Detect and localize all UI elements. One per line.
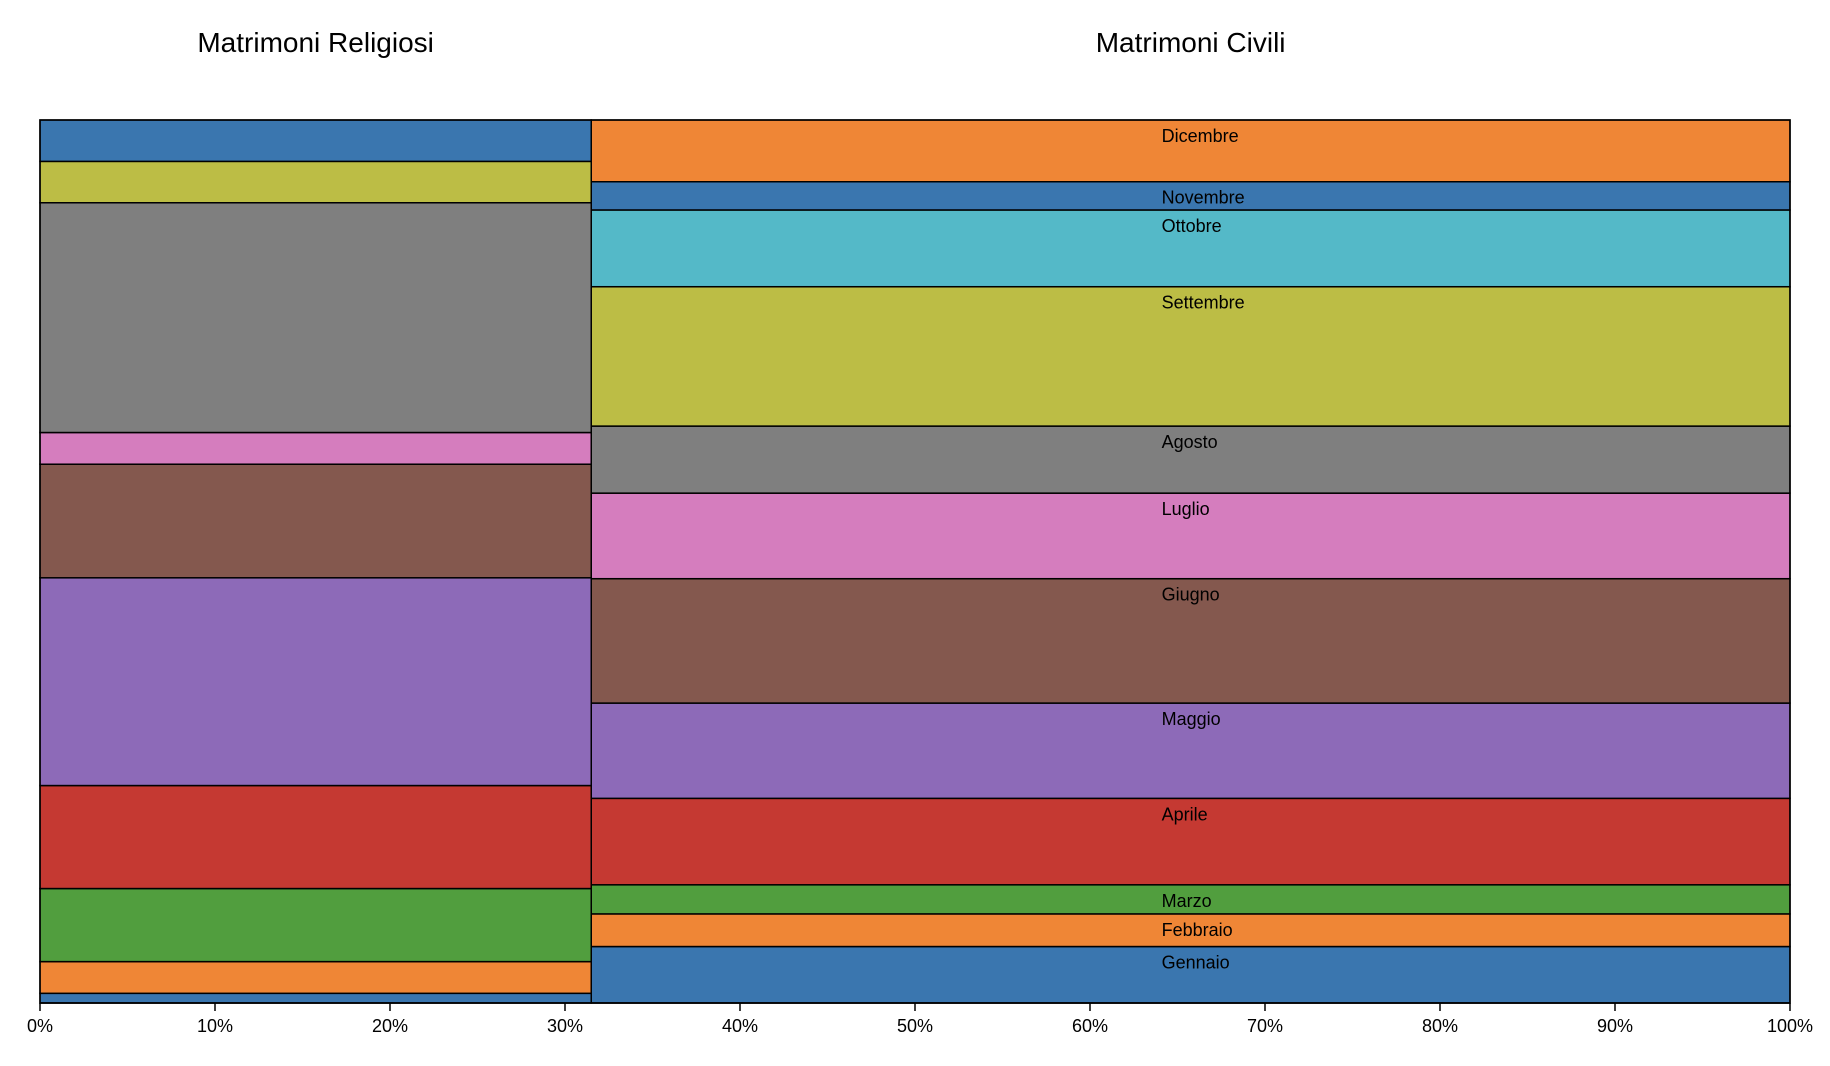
- matrimoni-civili-label-settembre: Settembre: [1162, 293, 1245, 313]
- matrimoni-civili-segment-ottobre: [590, 209, 1791, 288]
- x-tick-label: 0%: [27, 1016, 53, 1036]
- matrimoni-civili-label-marzo: Marzo: [1162, 891, 1212, 911]
- matrimoni-civili-label-agosto: Agosto: [1162, 432, 1218, 452]
- matrimoni-civili-segment-dicembre: [590, 119, 1791, 183]
- x-tick-label: 100%: [1767, 1016, 1813, 1036]
- matrimoni-civili-label-maggio: Maggio: [1162, 709, 1221, 729]
- matrimoni-civili-label-novembre: Novembre: [1162, 188, 1245, 208]
- x-tick-label: 30%: [547, 1016, 583, 1036]
- x-tick-label: 40%: [722, 1016, 758, 1036]
- matrimoni-civili-title: Matrimoni Civili: [1096, 27, 1286, 58]
- matrimoni-civili-segment-agosto: [590, 425, 1791, 494]
- x-tick-label: 10%: [197, 1016, 233, 1036]
- matrimoni-religiosi-segment-agosto: [39, 202, 592, 434]
- matrimoni-religiosi-segment-giugno: [39, 463, 592, 579]
- matrimoni-civili-segment-settembre: [590, 285, 1791, 427]
- matrimoni-civili-segment-giugno: [590, 577, 1791, 704]
- matrimoni-civili-label-giugno: Giugno: [1162, 585, 1220, 605]
- x-axis: 0% 10% 20% 30% 40% 50% 60% 70% 80% 90% 100%: [27, 1002, 1813, 1036]
- matrimoni-civili-segment-maggio: [590, 702, 1791, 800]
- matrimoni-civili-segment-aprile: [590, 797, 1791, 886]
- matrimoni-religiosi-segment-luglio: [39, 431, 592, 465]
- matrimoni-religiosi-segment-novembre: [39, 119, 592, 163]
- x-tick-label: 60%: [1072, 1016, 1108, 1036]
- x-tick-label: 20%: [372, 1016, 408, 1036]
- matrimoni-civili-segment-gennaio: [590, 945, 1791, 1004]
- matrimoni-religiosi-segment-maggio: [39, 577, 592, 787]
- plot-area: Gennaio Febbraio Marzo Aprile Maggio Giugno Lu…: [39, 119, 1791, 1004]
- matrimoni-religiosi-segment-aprile: [39, 784, 592, 890]
- matrimoni-civili-segment-luglio: [590, 492, 1791, 580]
- x-tick-label: 50%: [897, 1016, 933, 1036]
- matrimoni-civili-label-dicembre: Dicembre: [1162, 126, 1239, 146]
- matrimoni-religiosi-segment-gennaio: [39, 992, 592, 1004]
- matrimoni-civili-label-febbraio: Febbraio: [1162, 920, 1233, 940]
- matrimoni-civili-label-ottobre: Ottobre: [1162, 216, 1222, 236]
- matrimoni-religiosi-segment-marzo: [39, 887, 592, 963]
- x-tick-label: 80%: [1422, 1016, 1458, 1036]
- matrimoni-religiosi-segment-settembre: [39, 160, 592, 204]
- matrimoni-religiosi-title: Matrimoni Religiosi: [197, 27, 434, 58]
- matrimoni-civili-label-aprile: Aprile: [1162, 804, 1208, 824]
- x-tick-label: 90%: [1597, 1016, 1633, 1036]
- matrimoni-civili-label-gennaio: Gennaio: [1162, 953, 1230, 973]
- panel-titles: Matrimoni Religiosi Matrimoni Civili: [197, 27, 1285, 58]
- matrimoni-religiosi-segment-febbraio: [39, 960, 592, 995]
- matrimoni-civili-segment-febbraio: [590, 913, 1791, 948]
- x-tick-label: 70%: [1247, 1016, 1283, 1036]
- matrimoni-civili-label-luglio: Luglio: [1162, 499, 1210, 519]
